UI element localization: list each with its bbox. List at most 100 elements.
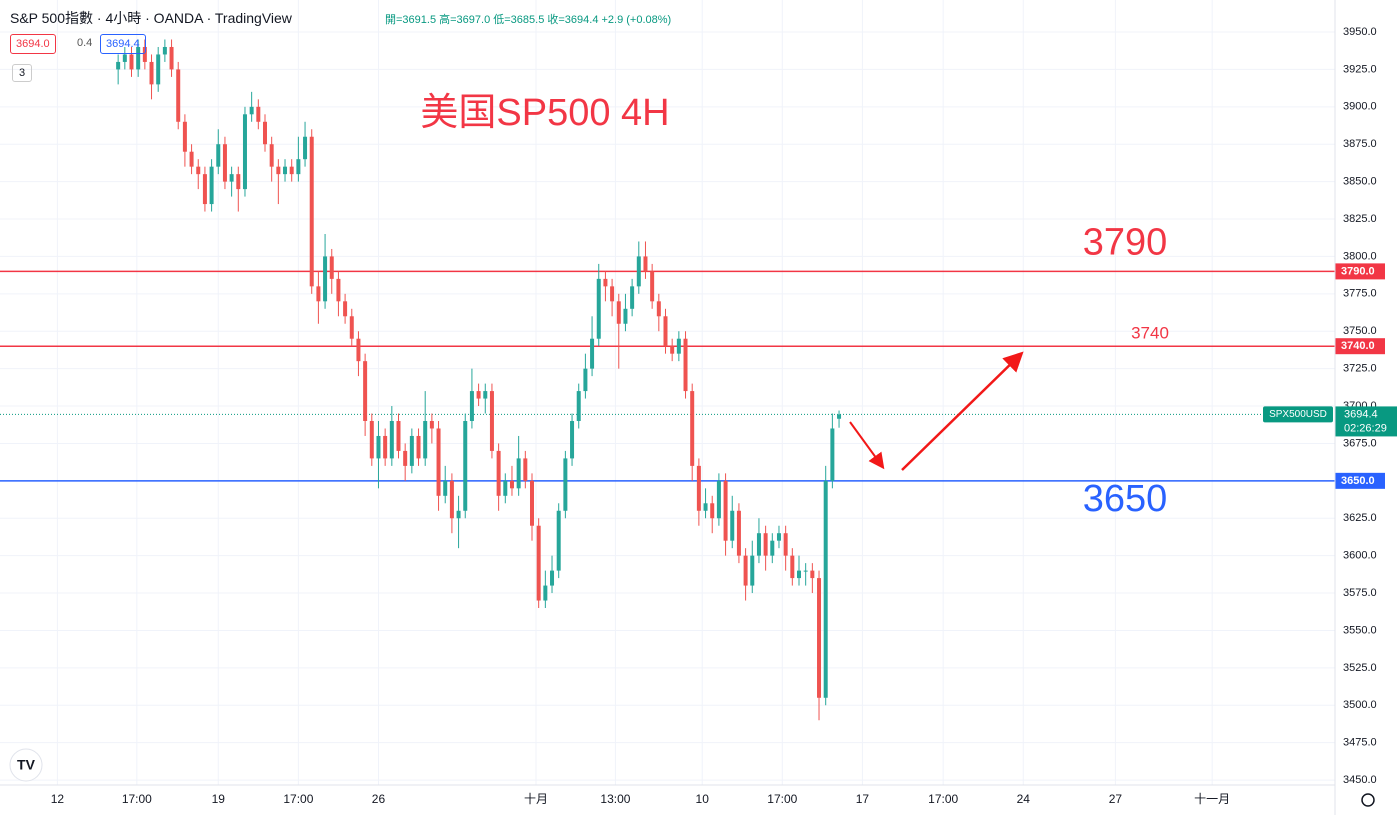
candle-body [830, 428, 835, 481]
symbol-badge [1263, 406, 1333, 423]
candle-body [743, 555, 748, 586]
x-tick-label: 17:00 [767, 792, 797, 806]
candle-body [116, 61, 121, 70]
candle-body [590, 338, 595, 369]
candle-body [276, 166, 281, 175]
candle-body [483, 391, 488, 399]
candle-body [756, 533, 761, 556]
candle-body [383, 435, 388, 459]
x-tick-label: 24 [1017, 792, 1031, 806]
y-tick-label: 3525.0 [1343, 662, 1377, 674]
candle-body [289, 166, 294, 175]
tv-logo[interactable]: TV [17, 757, 36, 773]
candle-body [409, 435, 414, 466]
x-tick-label: 17:00 [122, 792, 152, 806]
candle-body [783, 533, 788, 556]
ohlc-info: 開=3691.5 高=3697.0 低=3685.5 收=3694.4 +2.9… [385, 14, 672, 26]
level-badge-label: 3650.0 [1341, 475, 1375, 487]
y-tick-label: 3900.0 [1343, 101, 1377, 113]
candle-body [136, 46, 141, 70]
y-tick-label: 3575.0 [1343, 587, 1377, 599]
candle-body [823, 480, 828, 698]
symbol-title[interactable]: S&P 500指數 · 4小時 · OANDA · TradingView [10, 10, 292, 26]
candle-body [262, 121, 267, 145]
candle-body [356, 338, 361, 362]
candle-body [403, 450, 408, 466]
candle-body [316, 286, 321, 302]
candle-body [189, 151, 194, 167]
candle-body [209, 166, 214, 205]
candle-body [543, 585, 548, 601]
candle-body [763, 533, 768, 556]
x-tick-label: 13:00 [600, 792, 630, 806]
candle-body [529, 480, 534, 526]
candle-body [643, 256, 648, 272]
candle-body [242, 114, 247, 190]
level-badge [1335, 472, 1385, 489]
candle-body [329, 256, 334, 279]
candle-body [556, 510, 561, 571]
candle-body [443, 480, 448, 496]
candle-body [396, 421, 401, 451]
arrow [849, 421, 885, 470]
level-badge-label: 3740.0 [1341, 340, 1375, 352]
candle-body [750, 555, 755, 586]
buy-box[interactable]: 3694.4 [100, 34, 146, 54]
x-tick-label: 17:00 [283, 792, 313, 806]
candle-body [690, 391, 695, 466]
candle-body [236, 174, 241, 190]
spread: 0.4 [77, 37, 93, 49]
candle-body [596, 278, 601, 339]
candle-body [489, 391, 494, 451]
candle-body [456, 510, 461, 519]
candle-body [656, 301, 661, 317]
candle-body [469, 391, 474, 422]
candle-body [696, 465, 701, 511]
candle-body [196, 166, 201, 175]
candle-body [503, 480, 508, 496]
candle-body [630, 286, 635, 309]
candle-body [576, 391, 581, 422]
candle-body [610, 286, 615, 302]
indicator-toggle[interactable]: 3 [12, 64, 33, 82]
candle-body [730, 510, 735, 541]
symbol-label: SPX500USD [1269, 409, 1327, 420]
tv-logo[interactable] [9, 748, 43, 782]
sell-box[interactable]: 3694.0 [10, 34, 56, 54]
candle-body [149, 61, 154, 85]
candle-body [770, 540, 775, 556]
candle-body [216, 144, 221, 167]
level-annotation: 3790 [1083, 221, 1168, 263]
candle-body [676, 338, 681, 354]
settings-icon[interactable] [1361, 793, 1375, 807]
level-badge [1335, 338, 1385, 355]
candle-body [202, 174, 207, 205]
x-tick-label: 17 [856, 792, 870, 806]
level-annotation: 3650 [1083, 478, 1168, 520]
candle-body [650, 271, 655, 302]
candle-body [817, 578, 822, 698]
candle-body [736, 510, 741, 556]
y-tick-label: 3825.0 [1343, 213, 1377, 225]
candle-body [723, 480, 728, 541]
candle-body [162, 46, 167, 55]
candle-body [229, 174, 234, 182]
candle-body [616, 301, 621, 324]
candle-body [516, 458, 521, 489]
candle-body [570, 421, 575, 459]
candle-body [323, 256, 328, 302]
y-tick-label: 3450.0 [1343, 774, 1377, 786]
candle-body [142, 46, 147, 62]
candle-body [269, 144, 274, 167]
candle-body [796, 570, 801, 579]
y-tick-label: 3875.0 [1343, 138, 1377, 150]
candle-body [563, 458, 568, 511]
candle-body [837, 414, 842, 419]
candle-body [663, 316, 668, 347]
y-tick-label: 3950.0 [1343, 26, 1377, 38]
countdown: 02:26:29 [1344, 422, 1387, 434]
y-tick-label: 3500.0 [1343, 699, 1377, 711]
candle-body [423, 421, 428, 459]
candle-body [436, 428, 441, 496]
level-badge [1335, 263, 1385, 280]
